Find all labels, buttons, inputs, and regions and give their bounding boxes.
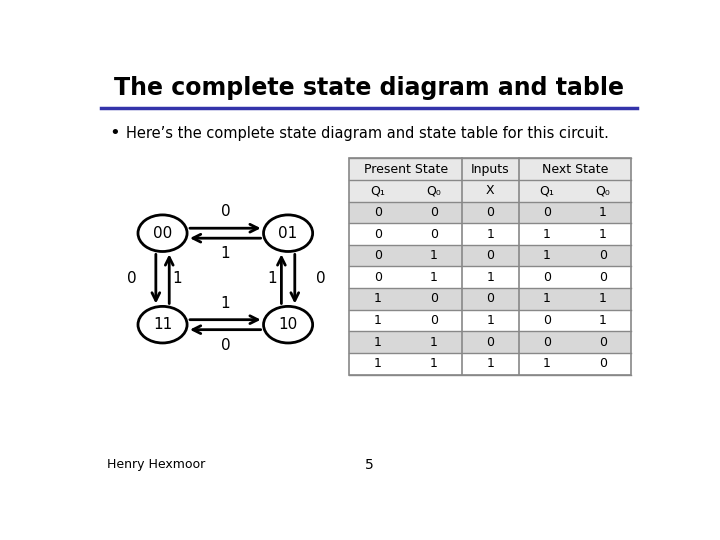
Text: 1: 1	[374, 336, 382, 349]
Text: Q₀: Q₀	[595, 184, 611, 197]
Text: 0: 0	[543, 314, 551, 327]
Text: 0: 0	[220, 204, 230, 219]
Text: 1: 1	[220, 295, 230, 310]
Text: 0: 0	[487, 292, 495, 306]
Text: 0: 0	[430, 227, 438, 240]
Text: 5: 5	[364, 458, 374, 472]
Text: 1: 1	[487, 314, 495, 327]
FancyBboxPatch shape	[349, 201, 631, 223]
Text: 0: 0	[374, 206, 382, 219]
Text: Here’s the complete state diagram and state table for this circuit.: Here’s the complete state diagram and st…	[126, 126, 609, 141]
Text: 1: 1	[487, 357, 495, 370]
Text: Present State: Present State	[364, 163, 448, 176]
Text: X: X	[486, 184, 495, 197]
Text: 1: 1	[430, 271, 438, 284]
Text: 0: 0	[315, 272, 325, 286]
Text: 0: 0	[374, 227, 382, 240]
Text: 1: 1	[487, 271, 495, 284]
Text: 1: 1	[374, 292, 382, 306]
Text: 1: 1	[543, 292, 551, 306]
Text: 10: 10	[279, 317, 297, 332]
Text: 11: 11	[153, 317, 172, 332]
FancyBboxPatch shape	[349, 310, 631, 332]
Text: Inputs: Inputs	[471, 163, 510, 176]
Text: •: •	[109, 124, 120, 143]
Text: 0: 0	[127, 272, 137, 286]
Text: The complete state diagram and table: The complete state diagram and table	[114, 76, 624, 100]
Text: 0: 0	[543, 271, 551, 284]
FancyBboxPatch shape	[349, 245, 631, 266]
Text: 0: 0	[599, 271, 607, 284]
Text: 1: 1	[599, 227, 607, 240]
Text: 1: 1	[430, 357, 438, 370]
Text: 0: 0	[374, 249, 382, 262]
Text: 1: 1	[173, 272, 182, 286]
Text: 1: 1	[599, 314, 607, 327]
Text: 0: 0	[543, 206, 551, 219]
Text: 1: 1	[543, 249, 551, 262]
Text: 1: 1	[543, 357, 551, 370]
Text: Henry Hexmoor: Henry Hexmoor	[107, 458, 205, 471]
Text: 0: 0	[430, 314, 438, 327]
Text: 0: 0	[430, 206, 438, 219]
Text: 1: 1	[543, 227, 551, 240]
Text: Q₀: Q₀	[427, 184, 441, 197]
Text: 1: 1	[487, 227, 495, 240]
Text: 1: 1	[220, 246, 230, 261]
Text: Q₁: Q₁	[370, 184, 385, 197]
Text: 0: 0	[487, 249, 495, 262]
Text: 0: 0	[220, 338, 230, 353]
FancyBboxPatch shape	[349, 180, 631, 201]
Text: 1: 1	[374, 357, 382, 370]
Text: 1: 1	[599, 206, 607, 219]
Text: 01: 01	[279, 226, 297, 241]
FancyBboxPatch shape	[349, 158, 631, 180]
Text: 0: 0	[599, 357, 607, 370]
Text: 0: 0	[374, 271, 382, 284]
FancyBboxPatch shape	[349, 288, 631, 310]
FancyBboxPatch shape	[349, 266, 631, 288]
Text: 0: 0	[430, 292, 438, 306]
FancyBboxPatch shape	[349, 223, 631, 245]
FancyBboxPatch shape	[349, 332, 631, 353]
Text: 0: 0	[599, 336, 607, 349]
Text: 1: 1	[430, 249, 438, 262]
Text: 0: 0	[487, 206, 495, 219]
Text: Q₁: Q₁	[539, 184, 554, 197]
Text: Next State: Next State	[541, 163, 608, 176]
Text: 1: 1	[374, 314, 382, 327]
Text: 0: 0	[599, 249, 607, 262]
FancyBboxPatch shape	[349, 353, 631, 375]
Text: 1: 1	[599, 292, 607, 306]
Text: 1: 1	[430, 336, 438, 349]
Text: 0: 0	[543, 336, 551, 349]
Text: 1: 1	[268, 272, 277, 286]
Text: 00: 00	[153, 226, 172, 241]
Text: 0: 0	[487, 336, 495, 349]
